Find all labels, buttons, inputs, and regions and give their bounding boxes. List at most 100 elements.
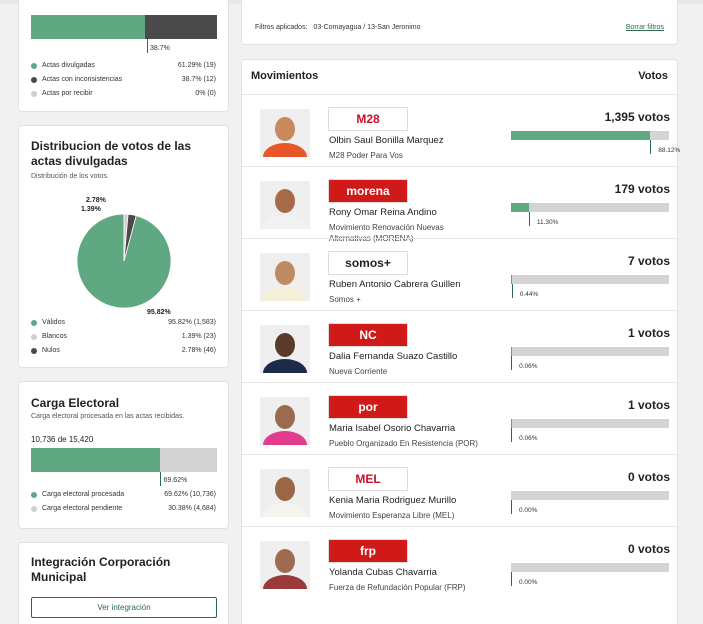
votes-progress-bar (511, 203, 669, 212)
votes-progress-marker (511, 428, 513, 442)
legend-dot (31, 320, 37, 326)
votes-progress-bar (511, 491, 669, 500)
carga-bar-fill (31, 448, 161, 472)
votes-progress-bar (511, 131, 669, 140)
filters-value: 03-Comayagua / 13-San Jeronimo (313, 24, 421, 31)
candidate-party: Movimiento Esperanza Libre (MEL) (329, 511, 455, 520)
candidate-row[interactable]: NC Dalia Fernanda Suazo Castillo Nueva Cor… (242, 310, 678, 382)
legend-row: Actas divulgadas 61.29% (19) (31, 61, 216, 73)
legend-row: Carga electoral pendiente 30.38% (4,684) (31, 504, 216, 516)
votes-progress-bar (511, 275, 669, 284)
carga-bar (31, 448, 217, 472)
candidate-photo (260, 253, 310, 301)
pie-slice-nulos[interactable] (123, 213, 137, 262)
candidate-photo (260, 541, 310, 589)
votes-progress-fill (511, 275, 512, 284)
legend-label: Blancos (42, 333, 67, 340)
party-logo: morena (328, 179, 408, 203)
candidate-name: Yolanda Cubas Chavarria (329, 567, 437, 578)
candidate-portrait (260, 109, 310, 157)
candidate-row[interactable]: frp Yolanda Cubas Chavarria Fuerza de Refu… (242, 526, 678, 598)
votes-percent: 0.06% (519, 435, 538, 442)
candidate-photo (260, 397, 310, 445)
legend-row: Nulos 2.78% (46) (31, 346, 216, 358)
votes-progress-marker (511, 356, 513, 370)
votes-progress-marker (511, 572, 512, 586)
candidate-name: Maria Isabel Osorio Chavarria (329, 423, 456, 434)
legend-value: 38.7% (12) (181, 76, 216, 83)
legend-dot (31, 63, 37, 69)
candidate-name: Olbin Saul Bonilla Marquez (329, 135, 444, 146)
legend-label: Actas con inconsistencias (42, 76, 123, 83)
actas-bar-label: 38.7% (150, 45, 170, 52)
candidate-row[interactable]: morena Rony Omar Reina Andino Movimiento R… (242, 166, 678, 243)
actas-bar-marker (147, 39, 148, 53)
legend-row: Actas por recibir 0% (0) (31, 89, 216, 101)
distribucion-subtitle: Distribución de los votos. (31, 173, 109, 180)
votes-percent: 0.44% (519, 291, 539, 298)
votes-progress-marker (650, 140, 652, 154)
votes-progress-bar (511, 347, 669, 356)
votes-progress-fill (511, 131, 651, 140)
candidate-photo (260, 181, 310, 229)
distribucion-card: Distribucion de votos de las actas divul… (18, 125, 229, 368)
party-logo: por (328, 395, 408, 419)
votes-percent: 11.30% (536, 219, 559, 226)
votes-percent: 88.12% (658, 147, 681, 154)
candidate-votes: 179 votos (614, 182, 670, 196)
candidate-votes: 1,395 votos (604, 110, 670, 124)
candidate-portrait (260, 181, 310, 229)
filters-label-text: Filtros aplicados: (255, 24, 308, 31)
party-logo: frp (328, 539, 408, 563)
carga-subtitle: Carga electoral procesada en las actas r… (31, 413, 185, 420)
pie-label-validos: 95.82% (147, 309, 172, 316)
candidate-portrait (260, 397, 310, 445)
carga-title: Carga Electoral (31, 396, 120, 410)
actas-bar-fill (31, 15, 145, 39)
distribucion-title: Distribucion de votos de las actas divul… (31, 139, 192, 168)
legend-row: Blancos 1.39% (23) (31, 332, 216, 344)
candidate-name: Rony Omar Reina Andino (329, 207, 437, 218)
actas-card: 38.7% Actas divulgadas 61.29% (19) Actas c… (18, 0, 229, 112)
candidate-party: M28 Poder Para Vos (329, 151, 403, 160)
pie-label-nulos: 2.78% (86, 197, 107, 204)
party-logo: somos+ (328, 251, 408, 275)
candidate-party: Pueblo Organizado En Resistencia (POR) (329, 439, 478, 448)
candidate-row[interactable]: MEL Kenia Maria Rodriguez Murillo Movimien… (242, 454, 678, 526)
legend-value: 95.82% (1,583) (168, 319, 216, 326)
clear-filters-link[interactable]: Borrar filtros (625, 24, 664, 31)
candidate-row[interactable]: por Maria Isabel Osorio Chavarria Pueblo O… (242, 382, 678, 454)
candidate-name: Kenia Maria Rodriguez Murillo (329, 495, 457, 506)
legend-value: 69.62% (10,736) (164, 491, 216, 498)
votes-progress-bar (511, 563, 669, 572)
legend-row: Válidos 95.82% (1,583) (31, 318, 216, 330)
integracion-title: Integración Corporación Municipal (31, 555, 171, 584)
votes-header: Votos (638, 70, 668, 82)
candidate-row[interactable]: somos+ Ruben Antonio Cabrera Guillen Somos… (242, 238, 678, 310)
pie-label-blancos: 1.39% (81, 206, 102, 213)
candidate-photo (260, 109, 310, 157)
votes-progress-fill (511, 203, 529, 212)
candidate-name: Ruben Antonio Cabrera Guillen (329, 279, 461, 290)
candidate-party: Somos + (329, 295, 361, 304)
votes-percent: 0.06% (519, 363, 538, 370)
legend-dot (31, 492, 37, 498)
legend-label: Actas por recibir (42, 90, 93, 97)
movimientos-title: Movimientos (251, 70, 319, 82)
candidate-photo (260, 325, 310, 373)
legend-label: Carga electoral procesada (42, 491, 125, 498)
legend-row: Carga electoral procesada 69.62% (10,736) (31, 490, 216, 502)
carga-count: 10,736 de 15,420 (31, 435, 94, 444)
candidate-party: Nueva Corriente (329, 367, 388, 376)
votes-percent: 0.00% (519, 507, 538, 514)
votes-progress-marker (511, 500, 512, 514)
actas-bar (31, 15, 217, 39)
movimientos-card: Movimientos Votos M28 Olbin Saul Bonilla … (241, 59, 681, 624)
legend-dot (31, 77, 37, 83)
ver-integracion-button[interactable]: Ver integración (31, 597, 217, 618)
legend-value: 30.38% (4,684) (168, 505, 216, 512)
legend-label: Carga electoral pendiente (42, 505, 123, 512)
votes-progress-bar (511, 419, 669, 428)
candidate-votes: 1 votos (627, 398, 670, 412)
candidate-row[interactable]: M28 Olbin Saul Bonilla Marquez M28 Poder P… (242, 94, 681, 166)
